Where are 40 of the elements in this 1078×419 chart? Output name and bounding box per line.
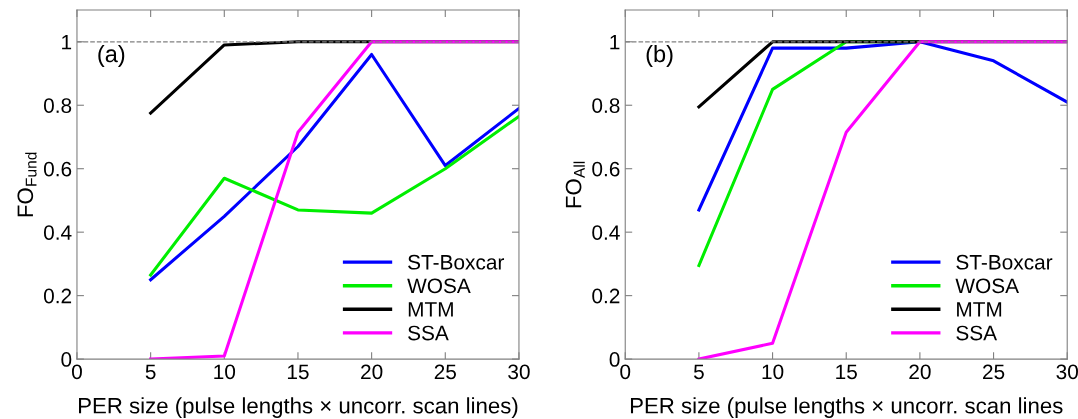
x-tick-label: 10	[762, 364, 784, 380]
x-tick-label: 5	[145, 364, 156, 380]
x-tick-label: 25	[983, 364, 1005, 380]
legend-label: WOSA	[407, 278, 471, 294]
legend-label: SSA	[956, 325, 998, 341]
x-tick-label: 30	[508, 364, 530, 380]
y-tick-label: 0	[609, 352, 620, 367]
x-axis-title: PER size (pulse lengths × uncorr. scan lines	[630, 397, 1063, 418]
y-tick-label: 0.4	[43, 225, 72, 240]
legend-label: SSA	[408, 325, 449, 341]
y-axis-title: FO$_{All}$	[565, 161, 585, 208]
legend-label: WOSA	[955, 278, 1020, 294]
y-tick-label: 0.8	[592, 98, 620, 113]
y-tick-label: 0.6	[43, 161, 72, 177]
x-tick-label: 25	[434, 364, 456, 380]
legend-label: MTM	[957, 302, 1002, 317]
x-axis-title: PER size (pulse lengths × uncorr. scan lines)	[79, 397, 518, 418]
y-tick-label: 0.4	[592, 225, 620, 240]
legend-label: MTM	[408, 302, 453, 317]
x-tick-label: 15	[836, 364, 857, 380]
x-tick-label: 30	[1056, 364, 1078, 380]
y-tick-label: 0.2	[592, 288, 620, 304]
y-tick-label: 0.8	[43, 98, 72, 113]
y-tick-label: 0.6	[592, 161, 620, 177]
x-tick-label: 15	[287, 364, 309, 380]
y-tick-label: 0	[61, 352, 72, 367]
legend-label: ST-Boxcar	[956, 254, 1053, 270]
x-tick-label: 0	[620, 364, 631, 380]
x-tick-label: 20	[361, 364, 383, 380]
x-tick-label: 0	[71, 364, 82, 380]
y-tick-label: 1	[62, 35, 72, 50]
legend-label: ST-Boxcar	[408, 254, 505, 270]
x-tick-label: 5	[693, 364, 704, 380]
x-tick-label: 10	[214, 364, 236, 380]
x-tick-label: 20	[909, 364, 931, 380]
y-axis-title: FO$_{Fund}$	[17, 152, 37, 217]
annotation: (a)	[98, 44, 125, 67]
annotation: (b)	[646, 44, 673, 67]
y-tick-label: 1	[610, 35, 620, 50]
y-tick-label: 0.2	[43, 288, 72, 304]
